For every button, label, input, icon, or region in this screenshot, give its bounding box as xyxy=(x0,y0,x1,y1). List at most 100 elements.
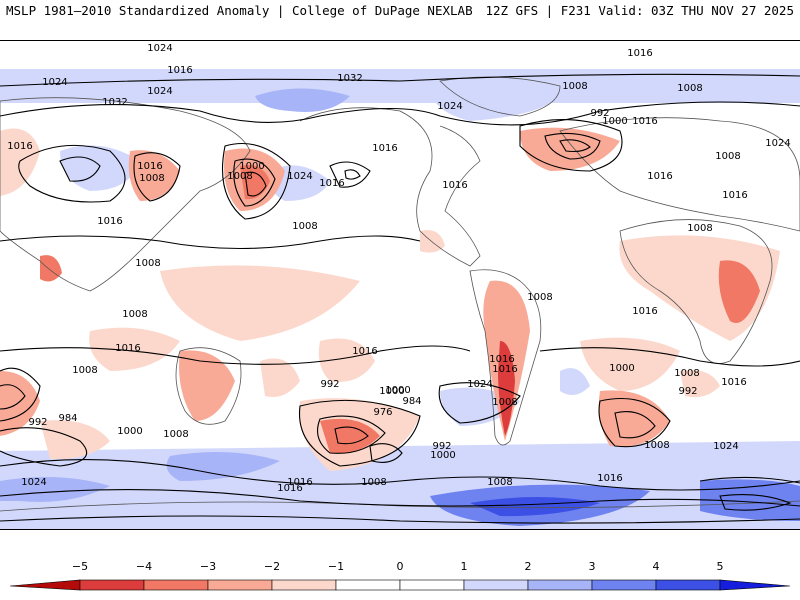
isobar xyxy=(334,426,369,445)
isobar-label: 1016 xyxy=(319,178,344,189)
south-indian-negative-anomaly-2 xyxy=(40,420,110,460)
isobar-label: 1008 xyxy=(562,81,587,92)
isobar-label: 1016 xyxy=(489,354,514,365)
isobar-label: 1000 xyxy=(385,385,410,396)
isobar-label: 1000 xyxy=(430,450,455,461)
isobar xyxy=(18,144,126,203)
south-pacific-negative-anomaly xyxy=(318,338,375,382)
indian-ocean-south-positive-anomaly xyxy=(0,477,110,502)
isobar-label: 1008 xyxy=(677,83,702,94)
isobar-label: 1032 xyxy=(337,73,362,84)
isobar xyxy=(519,119,623,172)
isobar-label: 1016 xyxy=(97,216,122,227)
isobar-label: 1016 xyxy=(627,48,652,59)
isobar-label: 1016 xyxy=(277,483,302,494)
colorbar-tick-label: −4 xyxy=(135,560,153,573)
isobar-label: 1016 xyxy=(721,377,746,388)
isobar-label: 1016 xyxy=(372,143,397,154)
antarctic-core-positive-anomaly xyxy=(470,497,600,517)
east-africa-negative-anomaly xyxy=(718,260,760,323)
colorbar-segment xyxy=(271,579,337,591)
isobar-label: 984 xyxy=(58,413,77,424)
isobar xyxy=(0,515,800,524)
isobar xyxy=(0,367,41,422)
colorbar-bar xyxy=(9,579,791,591)
isobar-label: 1008 xyxy=(361,477,386,488)
map-title: MSLP 1981–2010 Standardized Anomaly | Co… xyxy=(6,3,473,18)
isobar xyxy=(344,169,361,180)
colorbar-tick-label: −2 xyxy=(263,560,281,573)
isobar-label: 1016 xyxy=(597,473,622,484)
colorbar-tick-label: 5 xyxy=(716,560,724,573)
isobar-labels: 1024 1016 1024 1024 1032 1016 1016 1008 1008 1000… xyxy=(7,41,790,494)
bay-of-bengal-negative-anomaly xyxy=(40,255,62,282)
isobar xyxy=(0,73,800,87)
colorbar-segment xyxy=(335,579,401,591)
isobar-label: 1024 xyxy=(147,43,172,54)
isobar-label: 1008 xyxy=(674,368,699,379)
south-indian-negative-anomaly xyxy=(0,371,40,436)
isobar-label: 1008 xyxy=(492,397,517,408)
isobar xyxy=(0,101,800,126)
colorbar-segment xyxy=(591,579,657,591)
colorbar-min-arrow xyxy=(9,579,81,591)
colorbar-max-arrow xyxy=(719,579,791,591)
isobar xyxy=(317,415,386,454)
colorbar-tick-label: 1 xyxy=(460,560,468,573)
isobar xyxy=(544,132,601,160)
southern-pacific-low-core xyxy=(320,418,380,454)
isobar xyxy=(233,158,276,207)
colorbar-segment xyxy=(207,579,273,591)
isobar-label: 992 xyxy=(28,417,47,428)
isobar-label: 1008 xyxy=(644,440,669,451)
model-run-valid-time: 12Z GFS | F231 Valid: 03Z THU NOV 27 202… xyxy=(485,3,794,18)
colorbar-tick-label: 2 xyxy=(524,560,532,573)
isobar-label: 1016 xyxy=(352,346,377,357)
isobar-label: 1000 xyxy=(602,116,627,127)
isobar-label: 1008 xyxy=(72,365,97,376)
isobar-label: 1016 xyxy=(442,180,467,191)
colorbar-tick-label: −3 xyxy=(199,560,217,573)
isobar xyxy=(369,443,403,463)
maritime-continent-negative-anomaly xyxy=(89,327,180,371)
isobar xyxy=(244,171,267,197)
isobar xyxy=(438,382,521,424)
isobar-label: 1000 xyxy=(117,426,142,437)
isobar-label: 1024 xyxy=(437,101,462,112)
isobar-label: 992 xyxy=(678,386,697,397)
isobar-label: 1016 xyxy=(7,141,32,152)
isobar-label: 984 xyxy=(402,396,421,407)
isobar-label: 1008 xyxy=(487,477,512,488)
south-atlantic-low-anomaly xyxy=(598,390,670,447)
isobar-label: 1008 xyxy=(163,429,188,440)
anomaly-colorbar: −5 −4 −3 −2 −1 0 1 2 3 4 5 xyxy=(0,560,800,600)
isobar xyxy=(0,459,800,491)
isobars xyxy=(0,73,800,524)
isobar-label: 992 xyxy=(432,441,451,452)
isobar xyxy=(59,156,101,182)
isobar-label: 1024 xyxy=(21,477,46,488)
isobar xyxy=(0,427,88,467)
isobar-label: 1016 xyxy=(632,116,657,127)
siberia-positive-anomaly xyxy=(60,145,140,191)
isobar-label: 1024 xyxy=(287,171,312,182)
isobar-label: 1008 xyxy=(292,221,317,232)
sa-east-positive-anomaly xyxy=(560,368,590,395)
colorbar-segment xyxy=(399,579,465,591)
isobar-label: 1008 xyxy=(527,292,552,303)
eurasia-east-coastline xyxy=(0,97,251,292)
colorbar-segment xyxy=(527,579,593,591)
isobar-label: 1008 xyxy=(687,223,712,234)
isobar xyxy=(329,161,371,188)
eurasia-west-coastline xyxy=(559,117,800,232)
isobar-label: 976 xyxy=(373,407,392,418)
isobar-label: 1008 xyxy=(122,309,147,320)
isobar xyxy=(719,494,792,511)
isobar xyxy=(0,384,26,410)
chile-strong-negative-anomaly xyxy=(498,341,515,436)
isobar-label: 1000 xyxy=(379,386,404,397)
colorbar-tick-label: −5 xyxy=(71,560,89,573)
colorbar-segment xyxy=(143,579,209,591)
isobar-label: 1024 xyxy=(765,138,790,149)
colorbar-tick-label: 3 xyxy=(588,560,596,573)
